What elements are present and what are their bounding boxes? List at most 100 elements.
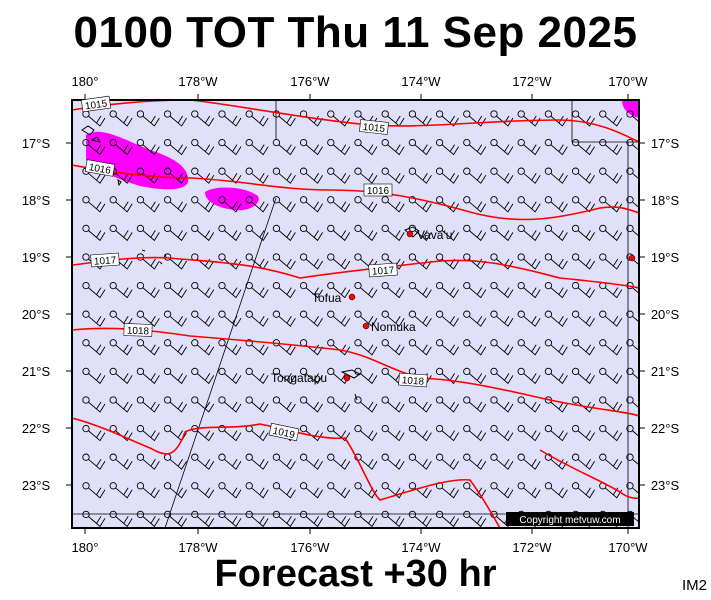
wind-barb <box>327 196 351 213</box>
wind-barb <box>571 110 595 127</box>
wind-barb <box>490 281 514 299</box>
isobar-1018 <box>72 327 639 417</box>
wind-barb <box>408 510 432 528</box>
wind-barb <box>599 224 623 242</box>
wind-barb <box>626 367 639 380</box>
wind-barb <box>463 253 487 270</box>
wind-barb <box>463 196 487 213</box>
wind-barb <box>463 281 487 299</box>
wind-barb <box>218 253 242 270</box>
wind-barb <box>517 138 541 156</box>
lat-label-right: 18°S <box>651 193 680 208</box>
wind-barb <box>381 396 405 413</box>
lon-label-top: 180° <box>72 74 99 89</box>
wind-barb <box>435 367 459 385</box>
wind-barb <box>463 482 487 499</box>
wind-barb <box>299 310 323 327</box>
wind-barb <box>163 138 187 156</box>
wind-barb <box>136 396 160 413</box>
wind-barb <box>544 482 568 499</box>
wind-barb <box>381 138 405 156</box>
wind-barb <box>381 424 405 442</box>
wind-barb <box>517 310 541 327</box>
wind-barb <box>490 138 514 156</box>
wind-barb <box>381 310 405 327</box>
wind-barb <box>272 281 296 299</box>
wind-barb <box>327 167 351 184</box>
wind-barb <box>544 138 568 156</box>
wind-barb <box>408 310 432 327</box>
isobar-1019 <box>539 449 639 500</box>
wind-barb <box>109 281 133 299</box>
wind-barb <box>218 138 242 156</box>
wind-barb <box>82 224 106 242</box>
forecast-label: Forecast +30 hr <box>214 553 497 595</box>
wind-barb <box>245 453 269 470</box>
place-marker-tongatapu <box>343 374 351 382</box>
wind-barb <box>299 196 323 213</box>
wind-barb <box>408 482 432 499</box>
wind-barb <box>517 424 541 442</box>
wind-barb <box>272 110 296 127</box>
wind-barb <box>463 310 487 327</box>
wind-barb <box>136 224 160 242</box>
wind-barb <box>136 281 160 299</box>
wind-barb <box>599 110 623 127</box>
wind-barb <box>299 253 323 270</box>
wind-barb <box>109 482 133 499</box>
island <box>90 136 102 143</box>
wind-barb <box>82 196 106 213</box>
wind-barb <box>517 167 541 184</box>
wind-barb <box>245 396 269 413</box>
wind-barb <box>626 224 639 237</box>
wind-barb <box>163 367 187 385</box>
wind-barb <box>82 138 106 156</box>
place-label-tofua: Tofua <box>312 291 342 305</box>
wind-barb <box>544 281 568 299</box>
wind-barb <box>599 424 623 442</box>
wind-barb <box>408 453 432 470</box>
lat-label-right: 21°S <box>651 364 680 379</box>
wind-barb <box>354 167 378 184</box>
wind-barb <box>109 367 133 385</box>
wind-barb <box>435 310 459 327</box>
wind-barb <box>109 453 133 470</box>
island <box>117 178 122 187</box>
wind-barb <box>490 424 514 442</box>
wind-barb <box>599 310 623 327</box>
place-marker-tofua <box>348 293 356 301</box>
wind-barb <box>327 482 351 499</box>
wind-barb <box>163 281 187 299</box>
wind-barb <box>571 167 595 184</box>
lat-label-left: 22°S <box>22 421 51 436</box>
wind-barb <box>327 253 351 270</box>
wind-barb <box>245 167 269 184</box>
wind-barb <box>245 110 269 127</box>
wind-barb <box>163 482 187 499</box>
wind-barb <box>463 167 487 184</box>
wind-barb <box>463 367 487 385</box>
wind-barb <box>463 224 487 242</box>
wind-barb <box>490 224 514 242</box>
wind-barb <box>82 482 106 499</box>
place-marker-nomuka <box>362 322 370 330</box>
lon-label-bottom: 176°W <box>290 540 330 555</box>
wind-barb <box>408 167 432 184</box>
wind-barb <box>272 453 296 470</box>
wind-barb <box>272 482 296 499</box>
wind-barb <box>191 367 215 385</box>
wind-barb <box>435 281 459 299</box>
isobar-label: 1015 <box>84 98 108 112</box>
wind-barb <box>136 138 160 156</box>
wind-barb <box>463 453 487 470</box>
wind-barb <box>571 281 595 299</box>
wind-barb <box>381 167 405 184</box>
wind-barb <box>299 367 323 385</box>
wind-barb <box>136 510 160 528</box>
wind-barb <box>381 224 405 242</box>
wind-barb <box>245 367 269 385</box>
wind-barb <box>490 367 514 385</box>
wind-barb <box>435 510 459 528</box>
wind-barb <box>544 424 568 442</box>
wind-barb <box>544 310 568 327</box>
